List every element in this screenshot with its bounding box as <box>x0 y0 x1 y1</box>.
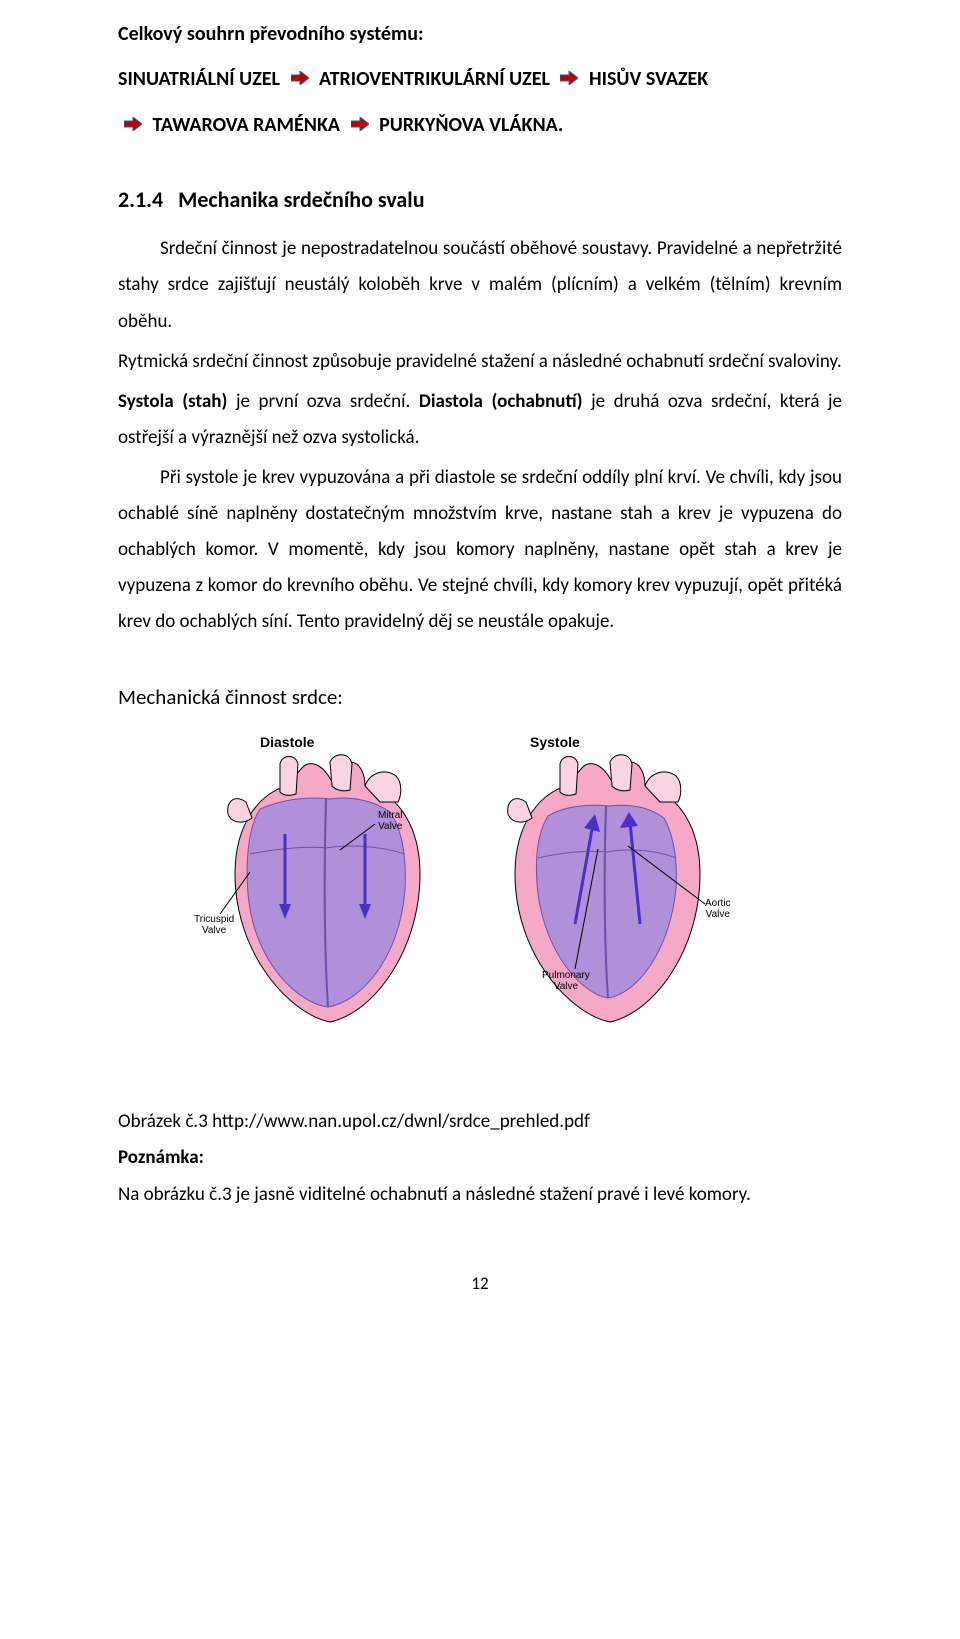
systole-label: Systole <box>530 734 580 750</box>
diastola-label: Diastola (ochabnutí) <box>419 390 591 413</box>
section-heading: 2.1.4 Mechanika srdečního svalu <box>118 186 842 213</box>
aortic-label: Aortic Valve <box>705 898 731 920</box>
flow-item-1: ATRIOVENTRIKULÁRNÍ UZEL <box>319 67 550 91</box>
systola-label: Systola (stah) <box>118 390 236 413</box>
diastole-heart-icon <box>200 754 460 1044</box>
arrow-icon <box>291 60 309 98</box>
paragraph-2: Rytmická srdeční činnost způsobuje pravi… <box>118 344 842 380</box>
flow-item-2: HISŮV SVAZEK <box>589 67 708 91</box>
sub-heading: Mechanická činnost srdce: <box>118 684 842 710</box>
arrow-icon <box>560 60 578 98</box>
flow-item-0: SINUATRIÁLNÍ UZEL <box>118 67 280 91</box>
page-number: 12 <box>118 1273 842 1294</box>
mitral-label: Mitral Valve <box>378 810 402 832</box>
arrow-icon <box>124 106 142 144</box>
flow-item-4: PURKYŇOVA VLÁKNA. <box>379 113 563 137</box>
figure-note-text: Na obrázku č.3 je jasně viditelné ochabn… <box>118 1177 842 1213</box>
section-number: 2.1.4 <box>118 186 163 213</box>
summary-title: Celkový souhrn převodního systému: <box>118 20 842 48</box>
section-title: Mechanika srdečního svalu <box>178 186 424 213</box>
figure-caption: Obrázek č.3 http://www.nan.upol.cz/dwnl/… <box>118 1104 842 1140</box>
p3-text-b: je první ozva srdeční. <box>236 390 419 413</box>
tricuspid-label: Tricuspid Valve <box>194 914 234 936</box>
figure-note-label: Poznámka: <box>118 1140 842 1176</box>
pulmonary-label: Pulmonary Valve <box>542 970 590 992</box>
systole-heart-icon <box>480 754 740 1044</box>
flow-item-3: TAWAROVA RAMÉNKA <box>153 113 340 137</box>
paragraph-4: Při systole je krev vypuzována a při dia… <box>118 460 842 640</box>
arrow-icon <box>351 106 369 144</box>
paragraph-3: Systola (stah) je první ozva srdeční. Di… <box>118 384 842 456</box>
flow-line-2: TAWAROVA RAMÉNKA PURKYŇOVA VLÁKNA. <box>118 106 842 146</box>
flow-line-1: SINUATRIÁLNÍ UZEL ATRIOVENTRIKULÁRNÍ UZE… <box>118 60 842 100</box>
diastole-label: Diastole <box>260 734 314 750</box>
heart-figure: Diastole Systole <box>118 734 842 1044</box>
paragraph-1: Srdeční činnost je nepostradatelnou souč… <box>118 231 842 339</box>
